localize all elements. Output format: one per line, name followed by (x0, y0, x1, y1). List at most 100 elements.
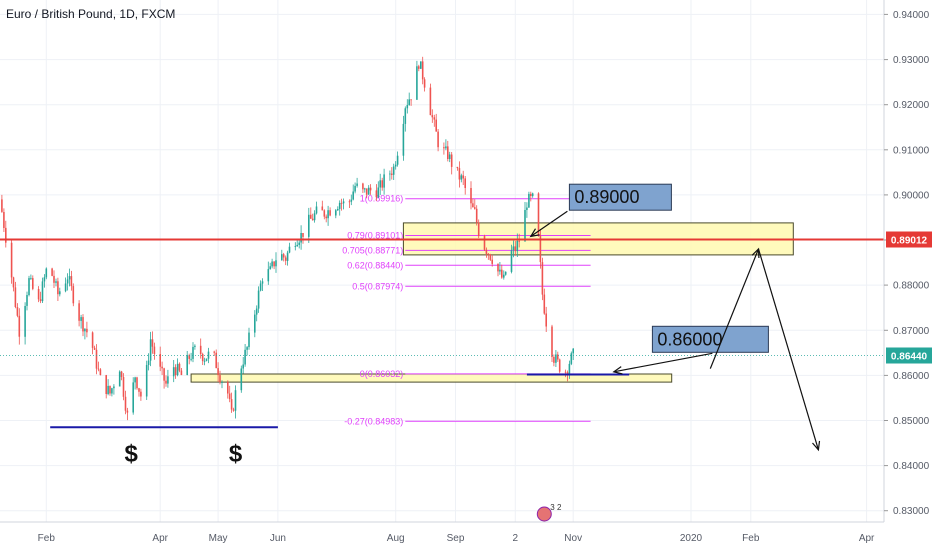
candle-body (557, 354, 559, 360)
candle-body (136, 377, 138, 389)
candle-body (458, 168, 461, 180)
candle-body (259, 283, 262, 291)
candle-body (203, 360, 206, 362)
candle-body (219, 375, 221, 383)
candle-body (474, 207, 476, 209)
candle-body (335, 210, 337, 216)
price-tick-label: 0.91000 (893, 145, 930, 156)
candle-body (491, 259, 493, 264)
candle-body (221, 382, 223, 383)
events-icon[interactable] (536, 506, 552, 522)
candle-body (91, 332, 94, 348)
candle-body (294, 246, 297, 247)
candle-body (153, 346, 156, 354)
candle-body (84, 328, 86, 332)
candle-body (232, 409, 235, 411)
candle-body (394, 164, 397, 167)
candle-body (122, 377, 125, 397)
candle-body (178, 363, 181, 371)
candle-body (39, 299, 42, 302)
candle-body (261, 281, 264, 284)
candle-body (95, 349, 98, 369)
candle-body (504, 271, 507, 275)
candle-body (190, 358, 192, 360)
candle-body (254, 314, 256, 333)
candle-body (57, 281, 59, 295)
candle-body (192, 346, 194, 359)
candle-body (213, 351, 215, 353)
candle-body (485, 249, 488, 254)
candle-body (477, 222, 480, 237)
candle-body (566, 372, 569, 374)
time-axis[interactable]: Feb Apr May Jun Aug Sep 2 Nov 2020 Feb Apr (0, 521, 884, 544)
candle-body (80, 317, 82, 321)
candle-body (228, 393, 231, 400)
candle-body (570, 353, 573, 364)
candle-body (64, 283, 67, 292)
candle-body (18, 315, 21, 337)
candle-body (340, 202, 343, 204)
price-tick-label: 0.90000 (893, 190, 930, 201)
callout-0.89000-arrow[interactable] (530, 210, 568, 237)
candle-body (246, 347, 248, 350)
candle-body (151, 339, 154, 347)
candle-body (174, 367, 177, 376)
candle-body (315, 206, 318, 214)
candle-body (337, 209, 339, 211)
symbol-title: Euro / British Pound, 1D, FXCM (6, 7, 176, 21)
candle-body (541, 262, 544, 295)
projection-arrow-down[interactable] (757, 248, 819, 450)
candle-body (558, 359, 561, 372)
candle-body (501, 269, 503, 278)
candle-body (429, 87, 432, 116)
candle-body (163, 368, 165, 381)
candle-body (134, 377, 136, 383)
candle-body (149, 339, 152, 361)
projection-arrow-up[interactable] (709, 248, 760, 369)
candle-body (217, 368, 219, 376)
candle-body (369, 187, 372, 191)
candle-body (443, 147, 445, 149)
horizontal-line-price-tag (886, 231, 932, 248)
candle-body (284, 257, 287, 261)
callout-0.89000[interactable] (568, 183, 672, 211)
candle-body (472, 203, 474, 208)
callout-0.86000-arrow[interactable] (613, 352, 713, 373)
candle-body (240, 368, 243, 391)
candle-body (159, 354, 161, 367)
candle-body (553, 357, 555, 363)
time-tick-label: 2 (513, 533, 519, 544)
horizontal-line-price-label: 0.89012 (891, 236, 928, 247)
zones (190, 222, 794, 383)
callout-0.86000[interactable] (651, 325, 769, 353)
candle-body (194, 345, 196, 347)
candle-body (568, 363, 571, 374)
candle-body (14, 287, 17, 307)
candle-body (140, 391, 142, 397)
candle-body (516, 240, 519, 252)
callout-0.86000-label: 0.86000 (657, 329, 722, 349)
candle-body (391, 173, 393, 175)
time-tick-label: Apr (152, 533, 168, 544)
candle-body (514, 246, 517, 252)
candle-body (109, 385, 111, 394)
price-tick-label: 0.92000 (893, 100, 930, 111)
candle-body (448, 154, 451, 159)
candle-body (257, 290, 260, 309)
price-axis[interactable]: 0.94000 0.93000 0.92000 0.91000 0.90000 0.890… (883, 0, 932, 522)
candle-body (379, 180, 381, 188)
candle-body (255, 308, 258, 315)
candle-body (207, 351, 210, 359)
candle-body (186, 355, 188, 375)
candle-body (323, 210, 326, 217)
candle-body (420, 61, 422, 69)
candle-body (16, 307, 19, 316)
candle-body (298, 242, 300, 245)
candle-body (503, 274, 505, 278)
candle-body (352, 191, 354, 200)
candle-body (460, 175, 463, 180)
candle-body (296, 244, 298, 247)
annotations[interactable]: $ $0.89000 0.86000 3 2 (0, 183, 884, 522)
candle-body (572, 348, 574, 354)
